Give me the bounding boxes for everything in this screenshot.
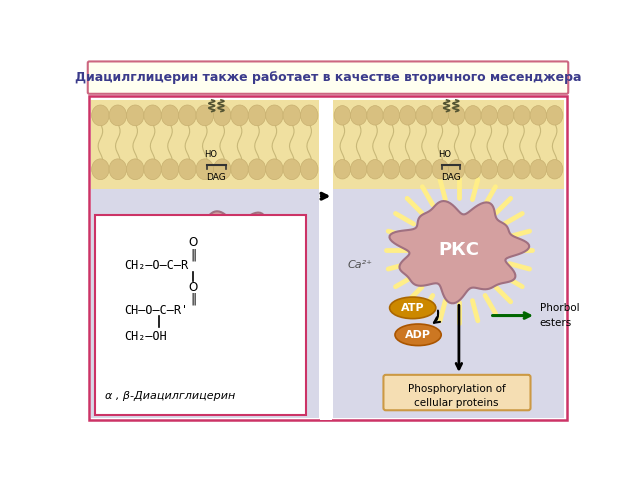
Ellipse shape [399,159,416,179]
Polygon shape [165,211,300,308]
Text: Диацилглицерин также работает в качестве вторичного месенджера: Диацилглицерин также работает в качестве… [75,71,581,84]
Ellipse shape [351,106,367,125]
Ellipse shape [92,105,109,126]
Ellipse shape [283,105,301,126]
Ellipse shape [231,159,248,180]
Text: HO: HO [204,150,217,159]
Ellipse shape [399,106,416,125]
Ellipse shape [449,106,465,125]
Ellipse shape [351,159,367,179]
Text: cellular proteins: cellular proteins [414,397,499,408]
Ellipse shape [390,297,436,319]
Text: DAG: DAG [442,173,461,182]
Ellipse shape [266,105,283,126]
Ellipse shape [248,159,266,180]
Ellipse shape [449,159,465,179]
Ellipse shape [92,159,109,180]
Ellipse shape [367,106,383,125]
Text: ATP: ATP [401,303,424,313]
Ellipse shape [231,105,248,126]
Ellipse shape [179,159,196,180]
Ellipse shape [514,159,530,179]
Text: Phorbol: Phorbol [540,303,579,313]
Text: Ca²⁺: Ca²⁺ [103,290,131,303]
FancyBboxPatch shape [95,216,307,415]
Ellipse shape [383,159,399,179]
Ellipse shape [416,159,432,179]
Ellipse shape [161,159,179,180]
Ellipse shape [334,106,351,125]
Ellipse shape [300,105,318,126]
Ellipse shape [395,324,441,346]
Text: Phosphorylation of: Phosphorylation of [408,384,506,394]
Text: ADP: ADP [405,330,431,340]
Ellipse shape [432,106,449,125]
FancyBboxPatch shape [383,375,531,410]
FancyBboxPatch shape [333,181,564,418]
Ellipse shape [334,159,351,179]
FancyBboxPatch shape [88,61,568,94]
Text: O: O [189,236,198,249]
Ellipse shape [127,159,144,180]
Ellipse shape [266,159,283,180]
Text: CH₂—OH: CH₂—OH [124,330,166,343]
Ellipse shape [300,159,318,180]
Text: CH—O—C—R': CH—O—C—R' [124,304,188,317]
Ellipse shape [432,159,449,179]
Ellipse shape [530,159,547,179]
Ellipse shape [109,159,127,180]
Ellipse shape [179,105,196,126]
Ellipse shape [416,106,432,125]
Text: CH₂—O—C—R: CH₂—O—C—R [124,259,188,272]
Ellipse shape [481,106,497,125]
Ellipse shape [161,105,179,126]
FancyBboxPatch shape [333,100,564,189]
Ellipse shape [481,159,497,179]
FancyBboxPatch shape [91,181,319,418]
Text: ‖: ‖ [190,248,196,261]
Ellipse shape [547,106,563,125]
Ellipse shape [465,106,481,125]
Text: РКС: РКС [211,249,252,267]
FancyBboxPatch shape [90,96,566,420]
FancyBboxPatch shape [91,100,319,189]
FancyBboxPatch shape [320,104,332,420]
Ellipse shape [530,106,547,125]
Ellipse shape [497,159,514,179]
Ellipse shape [196,159,214,180]
Text: α , β-Диацилглицерин: α , β-Диацилглицерин [105,391,235,401]
Ellipse shape [383,106,399,125]
Ellipse shape [109,105,127,126]
Ellipse shape [213,105,231,126]
Ellipse shape [213,159,231,180]
Text: DAG: DAG [207,173,226,182]
Ellipse shape [514,106,530,125]
Ellipse shape [248,105,266,126]
Ellipse shape [144,105,161,126]
Text: Ca²⁺: Ca²⁺ [348,261,372,271]
Text: O: O [189,280,198,294]
Text: ‖: ‖ [190,293,196,306]
Text: esters: esters [540,318,572,328]
Polygon shape [390,201,529,303]
Text: РКС: РКС [438,241,479,259]
Ellipse shape [196,105,214,126]
Ellipse shape [144,159,161,180]
Ellipse shape [547,159,563,179]
Ellipse shape [497,106,514,125]
Ellipse shape [367,159,383,179]
Ellipse shape [127,105,144,126]
Text: HO: HO [438,150,452,159]
Ellipse shape [283,159,301,180]
Ellipse shape [465,159,481,179]
